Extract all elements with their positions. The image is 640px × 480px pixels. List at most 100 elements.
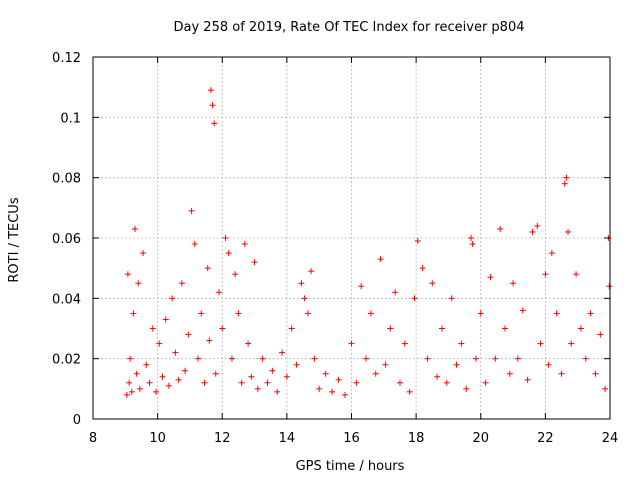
x-tick-label: 10 [149, 431, 166, 446]
data-point [135, 280, 142, 287]
data-point [406, 388, 413, 395]
data-point [288, 325, 295, 332]
data-point [597, 331, 604, 338]
data-point [568, 340, 575, 347]
y-tick-label: 0 [73, 413, 81, 428]
data-point [209, 102, 216, 109]
data-point [235, 310, 242, 317]
data-point [311, 355, 318, 362]
data-point [283, 373, 290, 380]
x-tick-labels: 8 10 12 14 16 18 20 22 24 [89, 431, 618, 446]
y-tick-label: 0.04 [52, 292, 81, 307]
data-point [228, 355, 235, 362]
data-point [335, 376, 342, 383]
data-point [348, 340, 355, 347]
data-point [363, 355, 370, 362]
data-point [248, 373, 255, 380]
data-point [188, 207, 195, 214]
y-tick-label: 0.12 [52, 51, 81, 66]
data-point [198, 310, 205, 317]
y-tick-label: 0.02 [52, 353, 81, 368]
axis-ticks [92, 56, 611, 420]
data-point [169, 295, 176, 302]
data-point [492, 355, 499, 362]
data-point [128, 388, 135, 395]
data-point [453, 361, 460, 368]
y-tick-labels: 0 0.02 0.04 0.06 0.08 0.1 0.12 [52, 51, 81, 428]
data-point [429, 280, 436, 287]
data-point [254, 385, 261, 392]
data-point [563, 174, 570, 181]
data-point [573, 271, 580, 278]
data-point [279, 349, 286, 356]
data-point [392, 289, 399, 296]
data-point [506, 370, 513, 377]
data-point [482, 379, 489, 386]
data-point [519, 307, 526, 314]
data-point [468, 235, 475, 241]
data-point [191, 241, 198, 248]
data-point [156, 340, 163, 347]
data-point [524, 376, 531, 383]
data-point [501, 325, 508, 332]
data-point [207, 87, 214, 94]
data-point [458, 340, 465, 347]
x-tick-label: 12 [214, 431, 231, 446]
data-point [469, 241, 476, 248]
data-point [401, 340, 408, 347]
data-point [534, 222, 541, 229]
data-point [372, 370, 379, 377]
data-point [448, 295, 455, 302]
data-point [132, 225, 139, 232]
data-points [123, 87, 613, 398]
data-point [232, 271, 239, 278]
data-point [219, 325, 226, 332]
data-point [136, 385, 143, 392]
data-point [487, 274, 494, 281]
data-point [443, 379, 450, 386]
data-point [304, 310, 311, 317]
data-point [149, 325, 156, 332]
data-point [545, 361, 552, 368]
data-point [561, 180, 568, 187]
data-point [222, 235, 229, 241]
grid [93, 57, 610, 419]
data-point [438, 325, 445, 332]
x-axis-label: GPS time / hours [296, 459, 405, 474]
data-point [241, 241, 248, 248]
data-point [293, 361, 300, 368]
data-point [419, 265, 426, 272]
data-point [216, 289, 223, 296]
data-point [542, 271, 549, 278]
data-point [434, 373, 441, 380]
data-point [201, 379, 208, 386]
data-point [358, 283, 365, 290]
data-point [130, 310, 137, 317]
chart-title: Day 258 of 2019, Rate Of TEC Index for r… [174, 20, 525, 35]
data-point [245, 340, 252, 347]
data-point [411, 295, 418, 302]
data-point [123, 391, 130, 398]
data-point [211, 120, 218, 127]
data-point [510, 280, 517, 287]
data-point [133, 370, 140, 377]
data-point [582, 355, 589, 362]
data-point [298, 280, 305, 287]
data-point [178, 280, 185, 287]
data-point [424, 355, 431, 362]
x-tick-label: 16 [343, 431, 360, 446]
data-point [140, 250, 147, 257]
y-tick-label: 0.1 [60, 111, 81, 126]
data-point [553, 310, 560, 317]
data-point [322, 370, 329, 377]
data-point [529, 228, 536, 235]
data-point [212, 370, 219, 377]
data-point [477, 310, 484, 317]
data-point [602, 385, 609, 392]
data-point [146, 379, 153, 386]
data-point [165, 382, 172, 389]
data-point [548, 250, 555, 257]
x-tick-label: 18 [408, 431, 425, 446]
data-point [159, 373, 166, 380]
x-tick-label: 14 [279, 431, 296, 446]
